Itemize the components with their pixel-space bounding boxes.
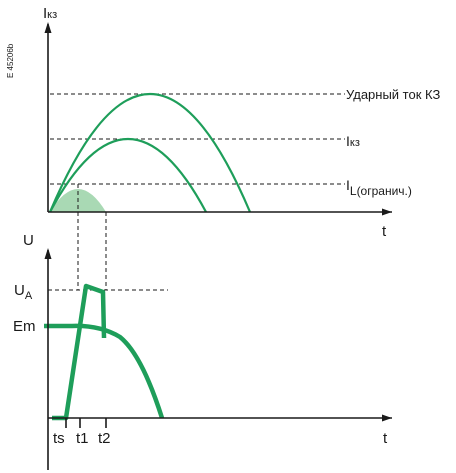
- bottom-chart: U t UA Em ts t1 t2: [13, 232, 392, 470]
- ts-label: ts: [53, 430, 65, 447]
- top-chart: Iкз t Ударный ток КЗ Iкз IL(огранич.): [43, 5, 440, 290]
- top-x-axis-arrow: [382, 208, 392, 216]
- em-label: Em: [13, 318, 36, 335]
- limited-current-label: IL(огранич.): [346, 177, 412, 198]
- peak-current-curve: [48, 93, 252, 213]
- bottom-x-axis-arrow: [382, 414, 392, 422]
- top-x-axis-label: t: [382, 223, 387, 240]
- t1-label: t1: [76, 430, 89, 447]
- top-y-axis-label: Iкз: [43, 5, 57, 22]
- bottom-y-axis-label: U: [23, 232, 34, 249]
- bottom-x-axis-label: t: [383, 430, 388, 447]
- side-code: E 45206b: [6, 43, 15, 78]
- top-y-axis-arrow: [44, 22, 52, 33]
- peak-current-label: Ударный ток КЗ: [346, 87, 440, 102]
- arc-voltage-curve: [52, 283, 107, 421]
- ua-label: UA: [14, 282, 33, 302]
- t2-label: t2: [98, 430, 111, 447]
- bottom-y-axis-arrow: [44, 248, 52, 259]
- prospective-current-curve: [49, 138, 207, 213]
- ikz-label: Iкз: [346, 133, 360, 149]
- em-voltage-curve: [44, 323, 165, 419]
